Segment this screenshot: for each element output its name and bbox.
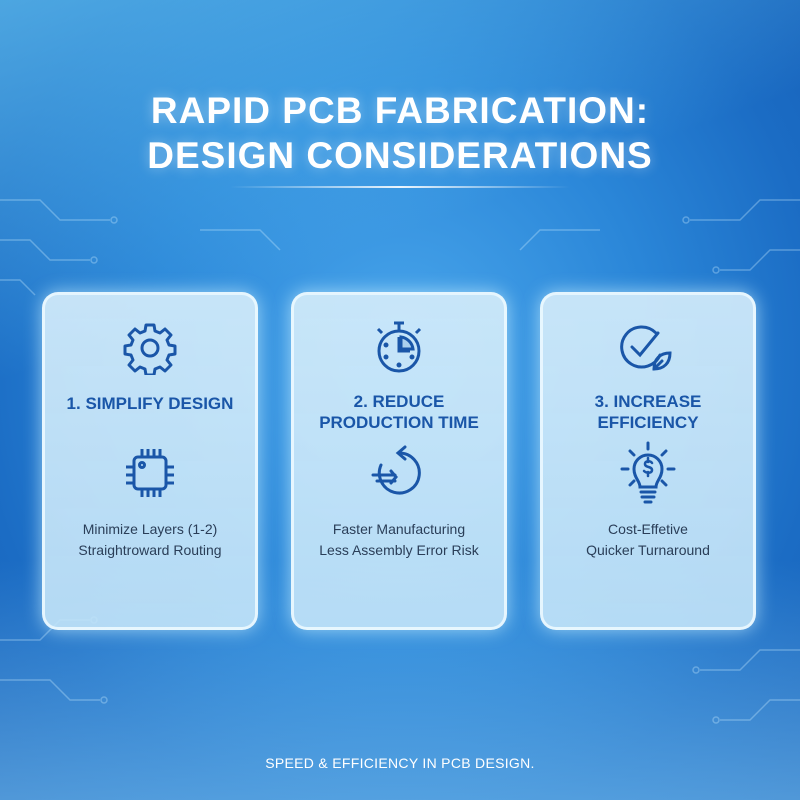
- detail-line: Cost-Effetive: [608, 521, 688, 537]
- card-simplify-design: 1. SIMPLIFY DESIGN Minimize Layers (1-2)…: [42, 292, 258, 630]
- card-reduce-production-time: 2. REDUCE PRODUCTION TIME Faster Manufac…: [291, 292, 507, 630]
- fast-cycle-arrow-icon: [369, 445, 429, 501]
- detail-line: Less Assembly Error Risk: [319, 542, 479, 558]
- title-line-1: RAPID PCB FABRICATION:: [150, 90, 650, 131]
- heading-line: 2. REDUCE: [353, 392, 445, 411]
- stopwatch-icon: [374, 319, 424, 375]
- card-details: Faster Manufacturing Less Assembly Error…: [294, 519, 504, 561]
- title-divider: [230, 186, 570, 188]
- heading-line: 3. INCREASE: [594, 392, 702, 411]
- card-heading: 2. REDUCE PRODUCTION TIME: [294, 391, 504, 433]
- dollar-lightbulb-icon: [620, 441, 676, 505]
- gear-icon: [123, 321, 177, 375]
- detail-line: Faster Manufacturing: [332, 521, 466, 537]
- detail-line: Minimize Layers (1-2): [82, 521, 218, 537]
- detail-line: Straightroward Routing: [78, 542, 222, 558]
- footer-tagline: SPEED & EFFICIENCY IN PCB DESIGN.: [265, 755, 535, 771]
- check-leaf-icon: [620, 323, 676, 373]
- microchip-icon: [122, 445, 178, 501]
- title-line-2: DESIGN CONSIDERATIONS: [147, 135, 653, 176]
- card-heading: 3. INCREASE EFFICIENCY: [543, 391, 753, 433]
- heading-line: EFFICIENCY: [597, 413, 699, 432]
- card-heading: 1. SIMPLIFY DESIGN: [45, 393, 255, 414]
- card-details: Minimize Layers (1-2) Straightroward Rou…: [45, 519, 255, 561]
- heading-line: PRODUCTION TIME: [319, 413, 479, 432]
- heading-line: 1. SIMPLIFY DESIGN: [66, 394, 234, 413]
- detail-line: Quicker Turnaround: [586, 542, 710, 558]
- page-title: RAPID PCB FABRICATION: DESIGN CONSIDERAT…: [0, 88, 800, 178]
- card-details: Cost-Effetive Quicker Turnaround: [543, 519, 753, 561]
- card-increase-efficiency: 3. INCREASE EFFICIENCY Cost-Effetive Qui…: [540, 292, 756, 630]
